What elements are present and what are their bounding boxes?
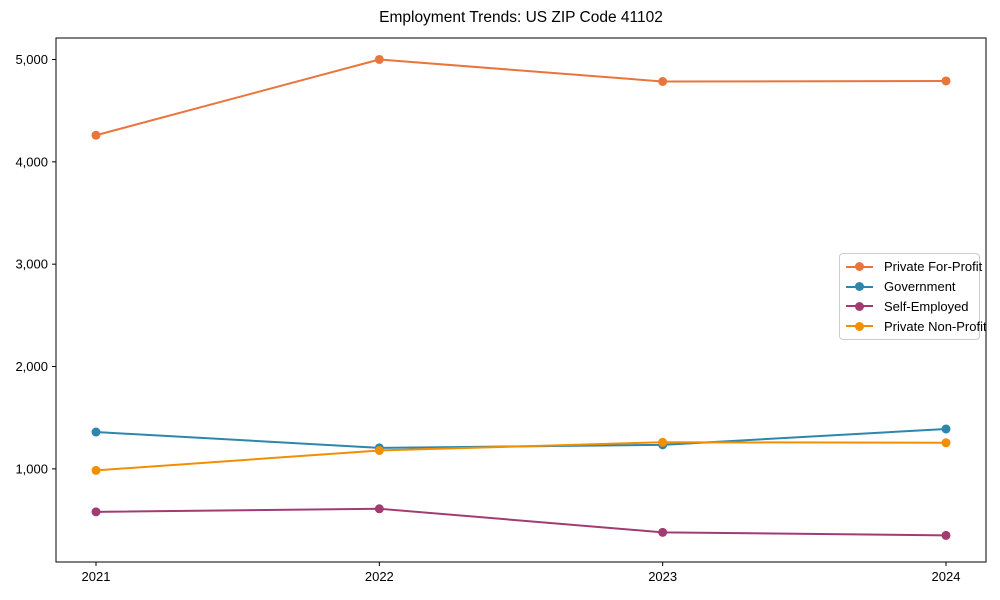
data-point-private-non-profit-2022 [374,445,384,455]
y-tick-label: 5,000 [15,52,48,67]
legend-line-marker-icon [846,301,873,311]
legend-label: Government [884,279,956,295]
series-line-private-for-profit [95,58,947,137]
legend-item-self-employed: Self-Employed [846,297,973,317]
data-point-self-employed-2022 [374,504,384,514]
legend-item-private-non-profit: Private Non-Profit [846,316,987,336]
data-point-private-for-profit-2023 [658,76,668,86]
data-point-self-employed-2023 [658,527,668,537]
chart-title: Employment Trends: US ZIP Code 41102 [379,9,663,26]
data-point-government-2024 [941,424,951,434]
y-tick-label: 1,000 [15,461,48,476]
data-point-government-2021 [91,427,101,437]
legend-label: Private For-Profit [884,259,983,275]
data-point-self-employed-2024 [941,530,951,540]
y-tick-label: 2,000 [15,359,48,374]
x-tick-label-2024: 2024 [932,569,961,584]
x-tick-label-2022: 2022 [365,569,394,584]
legend-item-private-for-profit: Private For-Profit [846,257,982,277]
legend-item-government: Government [846,277,973,297]
data-point-private-for-profit-2024 [941,76,951,86]
data-point-private-non-profit-2024 [941,438,951,448]
data-point-private-for-profit-2022 [374,54,384,64]
data-point-private-non-profit-2023 [658,437,668,447]
legend: Private For-Profit Government Self-Employe… [839,253,987,340]
series-line-self-employed [95,507,947,537]
data-point-self-employed-2021 [91,507,101,517]
y-tick-label: 3,000 [15,257,48,272]
legend-line-marker-icon [846,262,873,272]
x-tick-label-2023: 2023 [648,569,677,584]
data-point-private-for-profit-2021 [91,130,101,140]
data-point-private-non-profit-2021 [91,465,101,475]
plot-frame [55,37,987,563]
series-line-government [95,427,947,449]
legend-line-marker-icon [846,282,873,292]
series-line-private-non-profit [95,441,947,472]
legend-line-marker-icon [846,321,873,331]
x-tick-label-2021: 2021 [82,569,111,584]
y-tick-label: 4,000 [15,154,48,169]
legend-label: Private Non-Profit [884,318,987,334]
legend-label: Self-Employed [884,298,969,314]
